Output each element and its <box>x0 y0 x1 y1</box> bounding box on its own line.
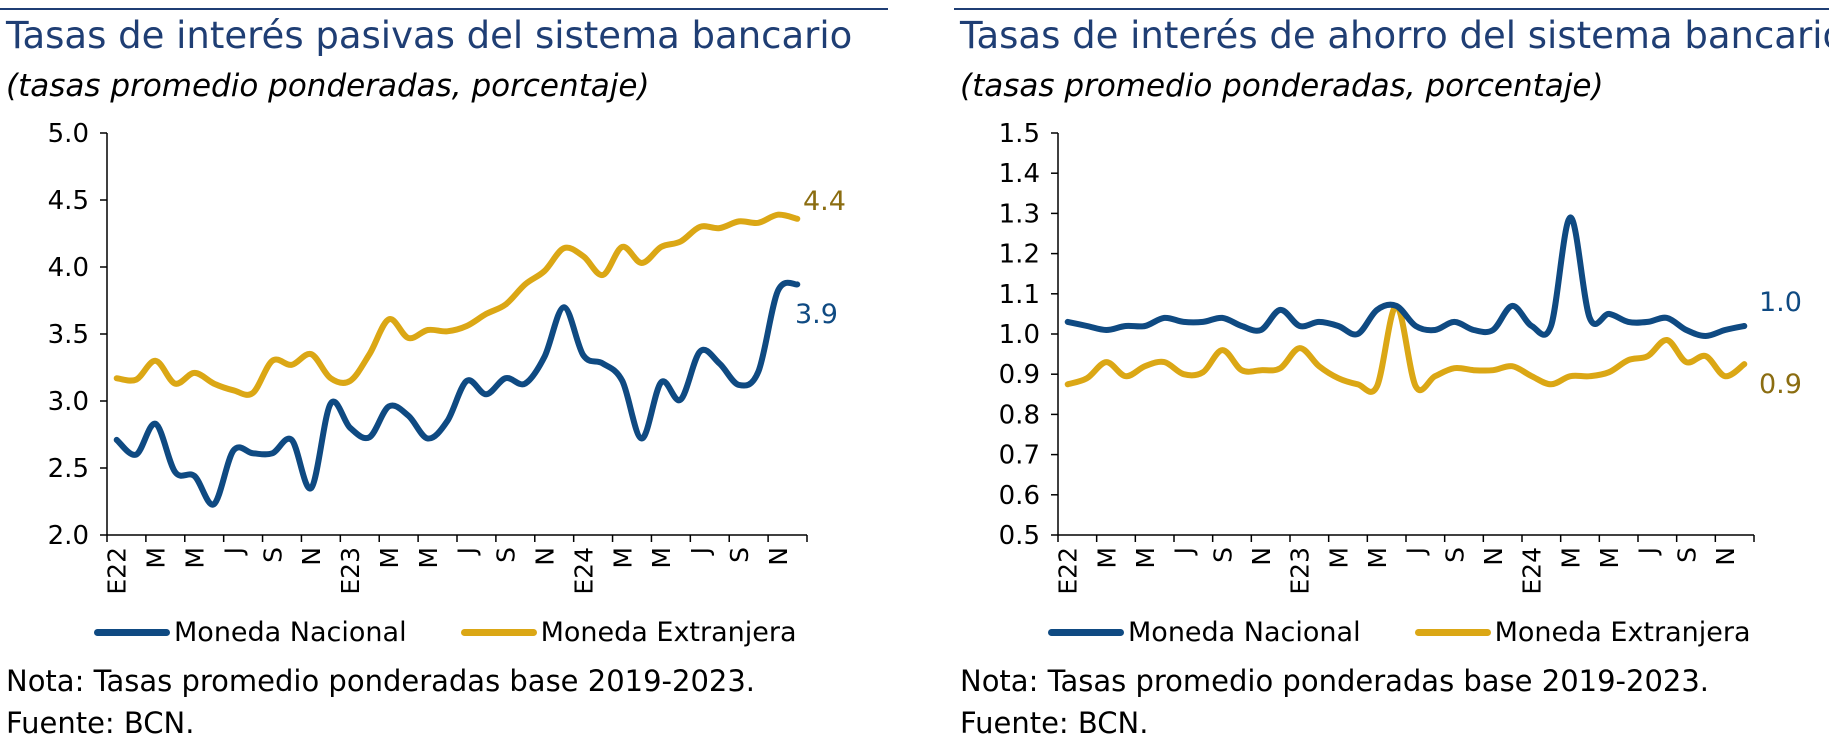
legend-label: Moneda Extranjera <box>1494 617 1751 648</box>
legend-item-extranjera: Moneda Extranjera <box>1414 617 1751 648</box>
chart-panel-ahorro: Tasas de interés de ahorro del sistema b… <box>954 0 1829 750</box>
y-tick-label: 3.0 <box>48 387 89 417</box>
data-label-nacional: 1.0 <box>1759 287 1802 318</box>
x-tick-label: E22 <box>1054 547 1083 595</box>
source-text: Fuente: BCN. <box>960 706 1149 740</box>
x-tick-label: M <box>375 547 404 569</box>
series-line-extranjera <box>1064 302 1748 395</box>
x-tick-label: M <box>647 547 676 569</box>
x-tick-label: M <box>1324 547 1353 569</box>
x-tick-label: E24 <box>1518 547 1547 595</box>
legend-swatch-nacional <box>1048 629 1124 636</box>
y-tick-label: 2.5 <box>48 454 89 484</box>
x-tick-label: E24 <box>569 547 598 595</box>
y-tick-label: 0.6 <box>999 481 1040 511</box>
x-tick-label: E23 <box>336 547 365 595</box>
note-text: Nota: Tasas promedio ponderadas base 201… <box>6 664 756 698</box>
x-tick-label: S <box>258 547 287 563</box>
x-tick-label: E22 <box>103 547 132 595</box>
header-rule <box>0 8 888 10</box>
x-tick-label: M <box>1556 547 1585 569</box>
x-tick-label: E23 <box>1286 547 1315 595</box>
y-tick-label: 1.4 <box>999 159 1040 189</box>
x-tick-label: S <box>492 547 521 563</box>
x-tick-label: M <box>1131 547 1160 569</box>
x-tick-label: M <box>414 547 443 569</box>
legend-label: Moneda Extranjera <box>540 617 797 648</box>
x-tick-label: N <box>531 547 560 566</box>
chart-notes: Nota: Tasas promedio ponderadas base 201… <box>960 660 1709 744</box>
y-tick-label: 0.9 <box>999 360 1040 390</box>
y-tick-label: 4.0 <box>48 253 89 283</box>
legend-label: Moneda Nacional <box>1128 617 1361 648</box>
x-tick-label: J <box>686 547 715 556</box>
x-tick-label: J <box>1634 547 1663 556</box>
x-tick-label: M <box>1092 547 1121 569</box>
y-tick-label: 4.5 <box>48 186 89 216</box>
legend-swatch-extranjera <box>460 629 537 636</box>
x-tick-label: M <box>1363 547 1392 569</box>
chart-title: Tasas de interés pasivas del sistema ban… <box>6 14 853 57</box>
series-line-nacional <box>113 279 801 508</box>
chart-title: Tasas de interés de ahorro del sistema b… <box>960 14 1829 57</box>
y-tick-label: 1.1 <box>999 280 1040 310</box>
chart-subtitle: (tasas promedio ponderadas, porcentaje) <box>6 68 650 104</box>
x-tick-label: S <box>1672 547 1701 563</box>
note-text: Nota: Tasas promedio ponderadas base 201… <box>960 664 1710 698</box>
y-tick-label: 2.0 <box>48 521 89 551</box>
y-tick-label: 0.7 <box>999 441 1040 471</box>
legend-item-nacional: Moneda Nacional <box>1048 617 1361 648</box>
series-line-extranjera <box>113 211 801 398</box>
chart-subtitle: (tasas promedio ponderadas, porcentaje) <box>960 68 1604 104</box>
header-rule <box>954 8 1829 10</box>
x-tick-label: S <box>1440 547 1469 563</box>
x-tick-label: S <box>725 547 754 563</box>
y-tick-label: 1.2 <box>999 240 1040 270</box>
x-tick-label: M <box>1595 547 1624 569</box>
x-tick-label: J <box>1170 547 1199 556</box>
series-line-nacional <box>1064 214 1748 339</box>
x-tick-label: N <box>1247 547 1276 566</box>
data-label-extranjera: 0.9 <box>1759 369 1802 400</box>
legend-label: Moneda Nacional <box>174 617 407 648</box>
y-tick-label: 3.5 <box>48 320 89 350</box>
chart-notes: Nota: Tasas promedio ponderadas base 201… <box>6 660 755 744</box>
x-tick-label: M <box>181 547 210 569</box>
x-tick-label: M <box>608 547 637 569</box>
x-tick-label: S <box>1208 547 1237 563</box>
x-tick-label: N <box>297 547 326 566</box>
y-tick-label: 1.5 <box>999 119 1040 149</box>
x-tick-label: J <box>453 547 482 556</box>
legend-swatch-nacional <box>94 629 170 636</box>
y-tick-label: 1.0 <box>999 320 1040 350</box>
chart-panel-pasivas: Tasas de interés pasivas del sistema ban… <box>0 0 900 750</box>
source-text: Fuente: BCN. <box>6 706 195 740</box>
data-label-extranjera: 4.4 <box>803 186 846 217</box>
legend-swatch-extranjera <box>1414 629 1491 636</box>
legend-item-nacional: Moneda Nacional <box>94 617 407 648</box>
x-tick-label: J <box>1402 547 1431 556</box>
y-tick-label: 1.3 <box>999 199 1040 229</box>
data-label-nacional: 3.9 <box>795 299 838 330</box>
x-tick-label: N <box>1479 547 1508 566</box>
x-tick-label: N <box>1711 547 1740 566</box>
chart-legend: Moneda Nacional Moneda Extranjera <box>1048 617 1805 648</box>
chart-legend: Moneda Nacional Moneda Extranjera <box>94 617 851 648</box>
x-tick-label: N <box>764 547 793 566</box>
y-tick-label: 0.5 <box>999 521 1040 551</box>
x-tick-label: J <box>219 547 248 556</box>
x-tick-label: M <box>142 547 171 569</box>
legend-item-extranjera: Moneda Extranjera <box>460 617 797 648</box>
y-tick-label: 0.8 <box>999 400 1040 430</box>
y-tick-label: 5.0 <box>48 119 89 149</box>
